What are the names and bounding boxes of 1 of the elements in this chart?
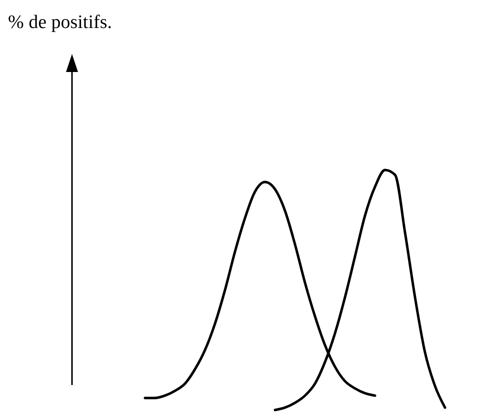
- text: % de positifs.: [8, 12, 112, 33]
